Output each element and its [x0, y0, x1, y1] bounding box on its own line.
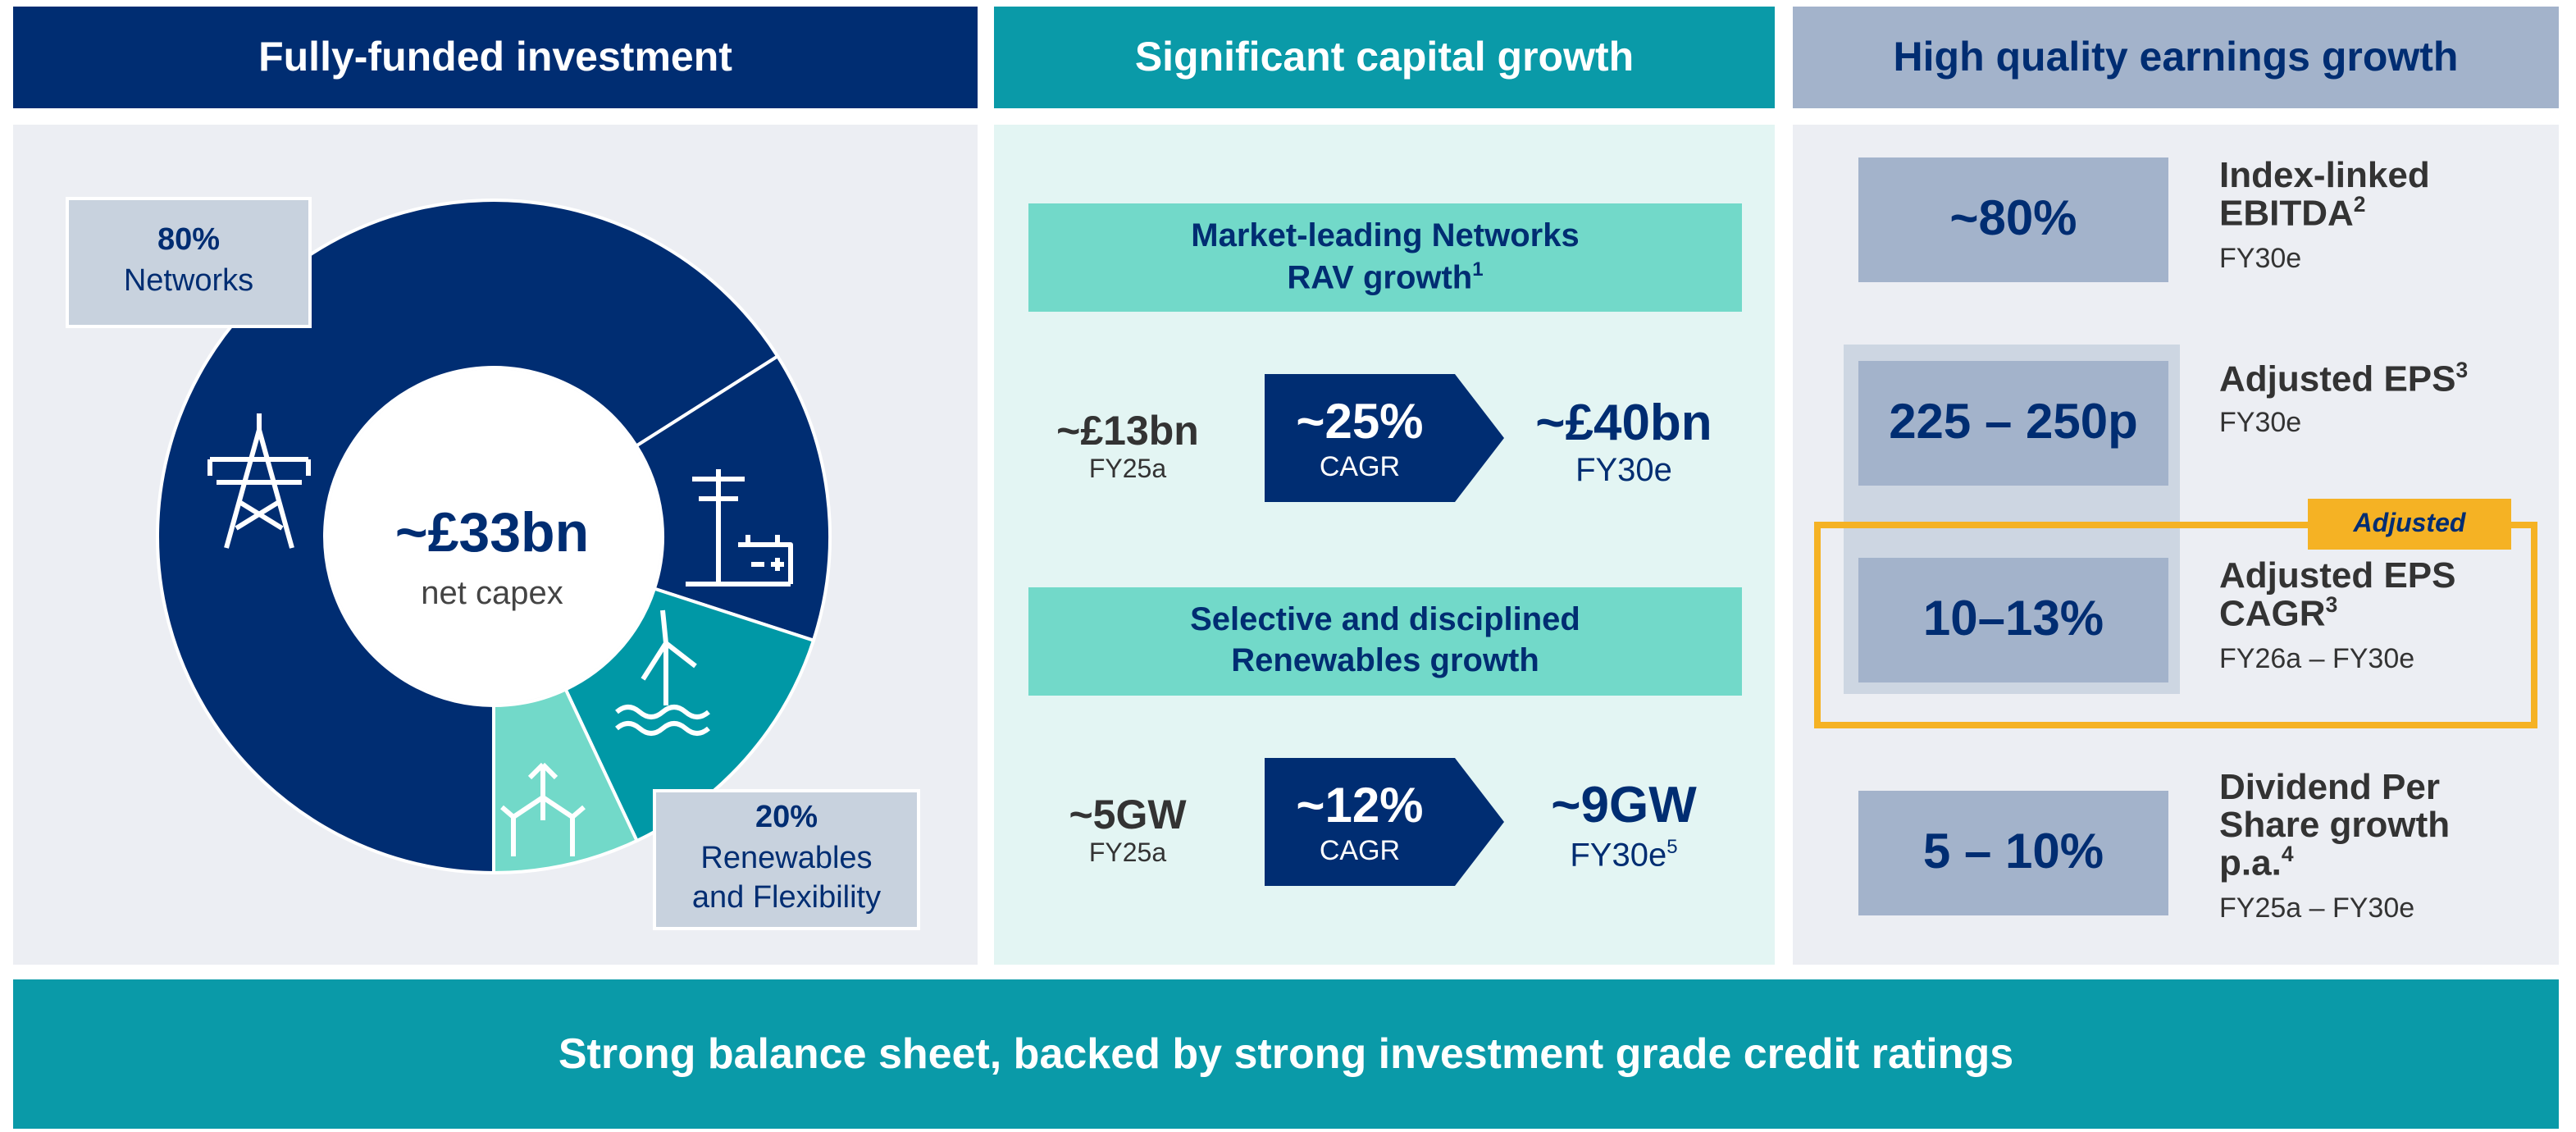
- value-box: 5 – 10%: [1858, 791, 2168, 915]
- footnote: 4: [2281, 842, 2294, 867]
- icon: [615, 609, 710, 736]
- donut-hole: [326, 369, 661, 704]
- callout-value: 20%: [755, 800, 818, 835]
- heading-box: Selective and disciplined Renewables gro…: [1028, 587, 1742, 696]
- value-box: 225 – 250p: [1858, 361, 2168, 486]
- header: Significant capital growth: [994, 7, 1775, 108]
- to-value: ~£40bn: [1535, 393, 1712, 450]
- item-label: Dividend Per Share growth p.a.4: [2219, 766, 2451, 884]
- icon: [500, 762, 586, 856]
- from-value: ~5GW: [1069, 792, 1187, 838]
- from: ~5GW FY25a: [1017, 781, 1238, 879]
- callout: 20% Renewables and Flexibility: [653, 789, 920, 930]
- header: High quality earnings growth: [1793, 7, 2559, 108]
- item-text: Dividend Per Share growth p.a.4 FY25a – F…: [2219, 768, 2547, 924]
- icon: [207, 413, 311, 549]
- item-period: FY30e: [2219, 242, 2302, 274]
- highlight-border: [1814, 522, 2537, 728]
- value-box: 10–13%: [1858, 558, 2168, 682]
- value-box: ~80%: [1858, 157, 2168, 282]
- item-period: FY30e: [2219, 407, 2302, 439]
- item-text: Adjusted EPS CAGR3 FY26a – FY30e: [2219, 556, 2547, 675]
- footnote: 2: [2353, 192, 2366, 217]
- footnote: 1: [1472, 257, 1484, 281]
- donut-chart: [156, 199, 832, 875]
- footer: Strong balance sheet, backed by strong i…: [13, 979, 2559, 1129]
- to: ~£40bn FY30e: [1509, 387, 1739, 495]
- from: ~£13bn FY25a: [1017, 397, 1238, 495]
- item-text: Index-linked EBITDA2 FY30e: [2219, 156, 2547, 275]
- from-label: FY25a: [1088, 455, 1167, 483]
- arrow: [1265, 758, 1504, 886]
- footnote: 5: [1666, 834, 1678, 858]
- item-label: Adjusted EPS3: [2219, 358, 2469, 399]
- footnote: 3: [2325, 592, 2338, 618]
- to-label: FY30e: [1575, 452, 1672, 488]
- heading: Market-leading Networks RAV growth1: [1191, 217, 1580, 296]
- callout: 80% Networks: [66, 197, 312, 328]
- badge: Adjusted: [2308, 499, 2511, 550]
- footnote: 3: [2455, 358, 2469, 382]
- heading-box: Market-leading Networks RAV growth1: [1028, 203, 1742, 312]
- growth-value: ~12%: [1296, 779, 1424, 833]
- arrows: [1265, 374, 1504, 886]
- callout-label: Networks: [123, 264, 254, 299]
- center-label: net capex: [421, 575, 563, 611]
- center-value: ~£33bn: [328, 492, 656, 574]
- to: ~9GW FY30e5: [1509, 771, 1739, 879]
- center-value: ~£33bn: [394, 501, 590, 564]
- from-value: ~£13bn: [1056, 408, 1199, 454]
- item-label: Adjusted EPS CAGR3: [2219, 555, 2456, 634]
- item-period: FY25a – FY30e: [2219, 892, 2415, 924]
- growth: ~12% CAGR: [1265, 771, 1455, 876]
- growth: ~25% CAGR: [1265, 387, 1455, 492]
- from-label: FY25a: [1088, 839, 1167, 867]
- growth-label: CAGR: [1319, 835, 1401, 866]
- header: Fully-funded investment: [13, 7, 978, 108]
- item-label: Index-linked EBITDA2: [2219, 154, 2430, 234]
- to-label: FY30e5: [1570, 834, 1678, 874]
- donut-segment: [156, 199, 780, 875]
- callout-value: 80%: [157, 223, 221, 258]
- heading: Selective and disciplined Renewables gro…: [1190, 602, 1580, 679]
- growth-value: ~25%: [1296, 395, 1424, 450]
- item-period: FY26a – FY30e: [2219, 642, 2415, 674]
- icon: [686, 469, 793, 587]
- item-text: Adjusted EPS3 FY30e: [2219, 358, 2547, 440]
- donut-segment: [492, 687, 640, 875]
- callout-label: Renewables and Flexibility: [691, 841, 882, 916]
- to-value: ~9GW: [1551, 775, 1697, 833]
- growth-label: CAGR: [1319, 451, 1401, 482]
- arrow: [1265, 374, 1504, 502]
